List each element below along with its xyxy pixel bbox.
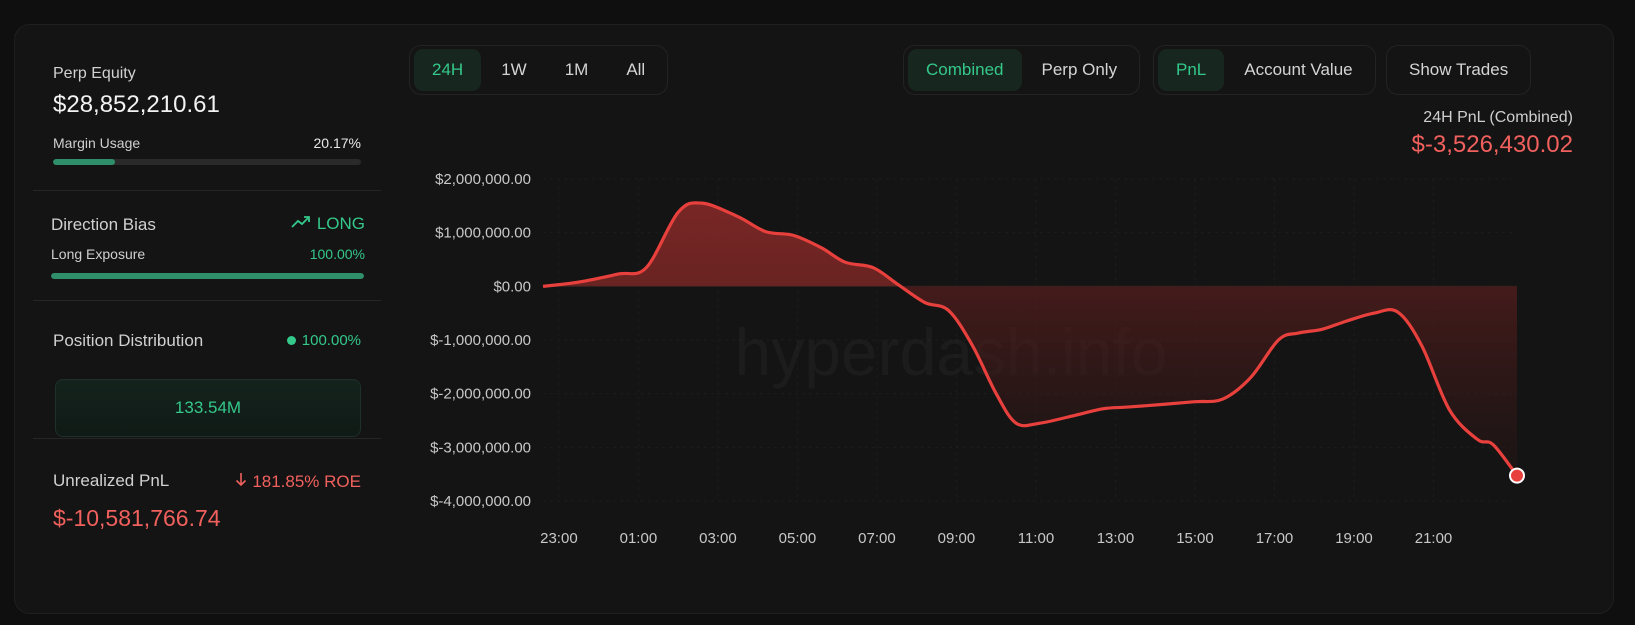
direction-bias-text: LONG [316, 214, 365, 233]
x-tick-label: 23:00 [540, 530, 578, 547]
margin-usage-label: Margin Usage [53, 135, 141, 151]
pnl-line [542, 201, 1519, 477]
x-tick-label: 17:00 [1256, 530, 1294, 547]
x-tick-label: 09:00 [938, 530, 976, 547]
position-distribution-value: 100.00% [286, 332, 361, 349]
direction-bias-label: Direction Bias [51, 215, 156, 234]
y-tick-label: $-3,000,000.00 [430, 439, 531, 456]
x-tick-label: 07:00 [858, 530, 896, 547]
scope-selector: Combined Perp Only [903, 45, 1141, 95]
show-trades-button[interactable]: Show Trades [1386, 45, 1532, 95]
negative-area [900, 286, 1517, 476]
long-exposure-fill [51, 273, 364, 279]
pnl-chart[interactable]: hyperdash.info $2,000,000.00$1,000,000.0… [15, 25, 1615, 615]
x-tick-label: 05:00 [779, 530, 817, 547]
positive-area [543, 202, 1517, 287]
long-exposure-label: Long Exposure [51, 246, 146, 262]
perp-equity-label: Perp Equity [53, 65, 136, 82]
range-1m-button[interactable]: 1M [564, 60, 589, 79]
x-axis-labels: 23:00 01:00 03:00 05:00 07:00 09:00 11:00 13:00… [540, 530, 1452, 547]
metric-selector: PnL Account Value [1153, 45, 1376, 95]
y-tick-label: $0.00 [493, 278, 531, 295]
long-exposure-value: 100.00% [309, 246, 365, 262]
chart-area [542, 201, 1525, 484]
y-axis-labels: $2,000,000.00 $1,000,000.00 $0.00 $-1,000,0… [430, 171, 531, 510]
y-tick-label: $2,000,000.00 [435, 171, 531, 188]
distribution-bar-label: 133.54M [174, 398, 242, 417]
divider [33, 438, 381, 439]
roe-value: 181.85% ROE [235, 471, 361, 492]
perp-equity-value: $28,852,210.61 [53, 91, 220, 118]
unrealized-pnl-value: $-10,581,766.74 [53, 505, 221, 531]
divider [33, 190, 381, 191]
x-tick-label: 13:00 [1097, 530, 1135, 547]
trending-up-icon [291, 215, 311, 234]
x-tick-label: 19:00 [1335, 530, 1373, 547]
y-tick-label: $1,000,000.00 [435, 225, 531, 242]
position-distribution-percent: 100.00% [301, 332, 361, 349]
x-tick-label: 01:00 [620, 530, 658, 547]
x-tick-label: 21:00 [1415, 530, 1453, 547]
y-tick-label: $-1,000,000.00 [430, 332, 531, 349]
margin-usage-fill [53, 159, 116, 165]
x-tick-label: 15:00 [1176, 530, 1214, 547]
last-point-marker [1509, 467, 1525, 484]
y-tick-label: $-4,000,000.00 [430, 493, 531, 510]
divider [33, 300, 381, 301]
arrow-down-icon [235, 471, 247, 492]
pnl-summary-title: 24H PnL (Combined) [1423, 109, 1573, 126]
range-1w-button[interactable]: 1W [501, 60, 527, 79]
account-summary: Perp Equity $28,852,210.61 Margin Usage … [15, 25, 395, 613]
dot-icon [286, 336, 296, 345]
margin-usage-value: 20.17% [313, 135, 361, 151]
range-24h-button[interactable]: 24H [414, 49, 482, 91]
account-value-button[interactable]: Account Value [1244, 60, 1353, 79]
x-tick-label: 11:00 [1018, 530, 1054, 547]
unrealized-pnl-label: Unrealized PnL [53, 471, 170, 490]
perp-only-button[interactable]: Perp Only [1041, 60, 1118, 79]
pnl-panel: Perp Equity $28,852,210.61 Margin Usage … [14, 24, 1614, 614]
direction-bias-value: LONG [291, 214, 365, 234]
margin-usage-bar [53, 159, 361, 165]
range-all-button[interactable]: All [626, 60, 646, 79]
distribution-bar[interactable]: 133.54M [55, 379, 361, 437]
position-distribution-label: Position Distribution [53, 331, 204, 350]
pnl-summary-value: $-3,526,430.02 [1411, 131, 1573, 158]
roe-text: 181.85% ROE [252, 471, 361, 491]
pnl-button[interactable]: PnL [1158, 49, 1225, 91]
y-tick-label: $-2,000,000.00 [430, 386, 531, 403]
x-tick-label: 03:00 [699, 530, 737, 547]
long-exposure-bar [51, 273, 364, 279]
combined-button[interactable]: Combined [908, 49, 1022, 91]
time-range-selector: 24H 1W 1M All [409, 45, 669, 95]
